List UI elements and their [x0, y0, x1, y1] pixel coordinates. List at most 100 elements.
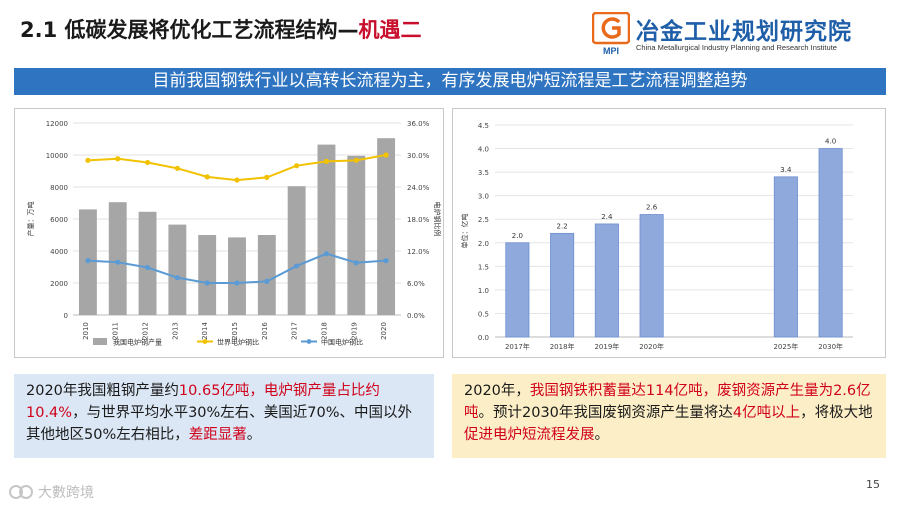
china-ratio-point: [115, 259, 121, 265]
bar-value-label: 3.4: [780, 166, 792, 174]
china-ratio-point: [204, 280, 210, 286]
y-tick-label: 4.0: [478, 146, 489, 154]
china-ratio-point: [383, 258, 389, 264]
china-ratio-point: [353, 260, 359, 266]
y2-tick-label: 12.0%: [407, 248, 430, 256]
y-tick-label: 3.0: [478, 193, 489, 201]
x-tick-label: 2030年: [818, 342, 843, 351]
x-tick-label: 2014: [201, 322, 209, 340]
world-ratio-point: [174, 165, 180, 171]
y-tick-label: 3.5: [478, 169, 489, 177]
y-tick-label: 4000: [50, 248, 68, 256]
y-tick-label: 6000: [50, 216, 68, 224]
note-right-text-2: 。预计2030年我国废钢资源产生量将达: [478, 405, 733, 421]
y-tick-label: 4.5: [478, 122, 489, 130]
mpi-logo-icon: MPI: [592, 12, 630, 56]
eaf-production-chart-panel: 0 2000 4000 6000 8000 10000 12000 0.0% 6.0% 12.0%…: [14, 108, 444, 358]
china-ratio-point: [174, 275, 180, 281]
china-ratio-point: [294, 263, 300, 269]
x-tick-label: 2018: [320, 322, 328, 340]
bar: [505, 242, 530, 338]
x-tick-label: 2010: [82, 322, 90, 340]
title-main: 2.1 低碳发展将优化工艺流程结构—: [20, 18, 359, 42]
x-tick-label: 2018年: [550, 342, 575, 351]
note-right-highlight-3: 促进电炉短流程发展: [464, 427, 595, 443]
watermark-logo-icon: [9, 485, 33, 499]
bar-value-label: 2.0: [512, 232, 523, 240]
bar: [198, 235, 217, 315]
x-tick-label: 2017: [291, 322, 299, 340]
bar: [138, 211, 157, 315]
subtitle-banner: 目前我国钢铁行业以高转长流程为主，有序发展电炉短流程是工艺流程调整趋势: [14, 68, 886, 95]
bar-value-label: 2.6: [646, 204, 658, 212]
china-ratio-point: [323, 251, 330, 257]
note-crude-steel: 2020年我国粗钢产量约10.65亿吨，电炉钢产量占比约10.4%，与世界平均水…: [14, 374, 434, 458]
y-axis-label: 产量：万吨: [26, 202, 35, 237]
china-ratio-point: [234, 280, 240, 286]
x-tick-label: 2020年: [639, 342, 664, 351]
eaf-production-chart: 0 2000 4000 6000 8000 10000 12000 0.0% 6.0% 12.0%…: [26, 120, 442, 347]
bar: [108, 202, 127, 315]
bar: [317, 144, 336, 315]
y-tick-label: 2000: [50, 280, 68, 288]
y-axis-label: 单位：亿吨: [460, 214, 469, 249]
note-left-text-2: ，与世界平均水平30%左右、美国近70%、中国以外其他地区50%左右相比，: [26, 405, 413, 443]
title-highlight: 机遇二: [358, 18, 422, 42]
world-ratio-point: [264, 174, 270, 180]
y-tick-label: 12000: [46, 120, 68, 128]
y2-tick-label: 24.0%: [407, 184, 430, 192]
note-right-text-4: 。: [594, 427, 610, 443]
bar-value-label: 2.2: [557, 222, 568, 230]
world-ratio-point: [115, 156, 121, 162]
bar-value-label: 2.4: [601, 213, 613, 221]
logo-name-cn: 冶金工业规划研究院: [636, 19, 852, 45]
world-ratio-point: [144, 159, 151, 166]
y2-axis-label: 电炉钢比例: [433, 202, 442, 237]
bar: [773, 176, 798, 338]
x-tick-label: 2019: [350, 322, 358, 340]
bar: [287, 186, 306, 315]
note-left-highlight-1: 10.65亿吨，电炉钢产量占比约10.4%: [26, 383, 380, 421]
world-ratio-point: [353, 157, 359, 163]
bar: [347, 155, 366, 315]
bar: [594, 223, 619, 338]
world-ratio-point: [294, 163, 300, 169]
x-tick-label: 2011: [112, 322, 120, 340]
world-ratio-point: [234, 177, 240, 183]
scrap-resource-chart: 0.0 0.5 1.0 1.5 2.0 2.5 3.0 3.5 4.0 4.5 单位：亿吨 2.0 20…: [460, 122, 853, 351]
logo-name-en: China Metallurgical Industry Planning an…: [636, 43, 837, 52]
y2-tick-label: 30.0%: [407, 152, 430, 160]
world-ratio-point: [204, 174, 210, 180]
note-right-text-3: ，将极大地: [800, 405, 873, 421]
y-tick-label: 0.0: [478, 334, 489, 342]
y2-tick-label: 6.0%: [407, 280, 425, 288]
world-ratio-point: [85, 157, 91, 163]
note-left-highlight-2: 差距显著: [188, 427, 247, 443]
y-tick-label: 0.5: [478, 310, 489, 318]
bar-value-label: 4.0: [825, 138, 836, 146]
y-tick-label: 1.5: [478, 263, 489, 271]
page-number: 15: [866, 478, 880, 491]
institute-logo: MPI 冶金工业规划研究院 China Metallurgical Indust…: [592, 10, 892, 60]
note-scrap-steel: 2020年，我国钢铁积蓄量达114亿吨，废钢资源产生量为2.6亿吨。预计2030…: [452, 374, 886, 458]
note-right-highlight-1: 我国钢铁积蓄量达114亿吨，废钢资源产生量为2.6亿吨: [464, 383, 871, 421]
bar: [639, 214, 664, 338]
legend-label: 中国电炉钢比: [321, 338, 363, 347]
note-right-text-1: 2020年，: [464, 383, 530, 399]
y-tick-label: 2.5: [478, 216, 489, 224]
china-ratio-point: [144, 264, 151, 271]
x-tick-label: 2020: [380, 322, 388, 340]
x-tick-label: 2013: [171, 322, 179, 340]
x-tick-label: 2015: [231, 322, 239, 340]
x-tick-label: 2019年: [594, 342, 619, 351]
y-tick-label: 1.0: [478, 287, 489, 295]
bar: [228, 237, 246, 315]
scrap-resource-chart-panel: 0.0 0.5 1.0 1.5 2.0 2.5 3.0 3.5 4.0 4.5 单位：亿吨 2.0 20…: [452, 108, 886, 358]
watermark-text: 大數跨境: [38, 485, 94, 501]
y-tick-label: 2.0: [478, 240, 489, 248]
world-ratio-point: [383, 152, 389, 158]
legend-swatch: [93, 338, 107, 345]
note-left-text-3: 。: [246, 427, 262, 443]
world-ratio-point: [323, 158, 330, 164]
legend-swatch-marker: [202, 339, 208, 344]
